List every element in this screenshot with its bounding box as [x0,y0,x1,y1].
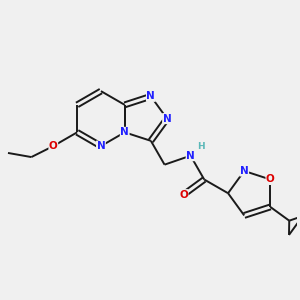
Text: N: N [186,151,195,161]
Text: N: N [120,127,129,137]
Text: N: N [146,92,155,101]
Text: N: N [163,114,171,124]
Text: H: H [197,142,205,152]
Text: O: O [49,141,58,151]
Text: O: O [266,175,275,184]
Text: O: O [179,190,188,200]
Text: N: N [240,166,249,176]
Text: N: N [97,141,105,151]
